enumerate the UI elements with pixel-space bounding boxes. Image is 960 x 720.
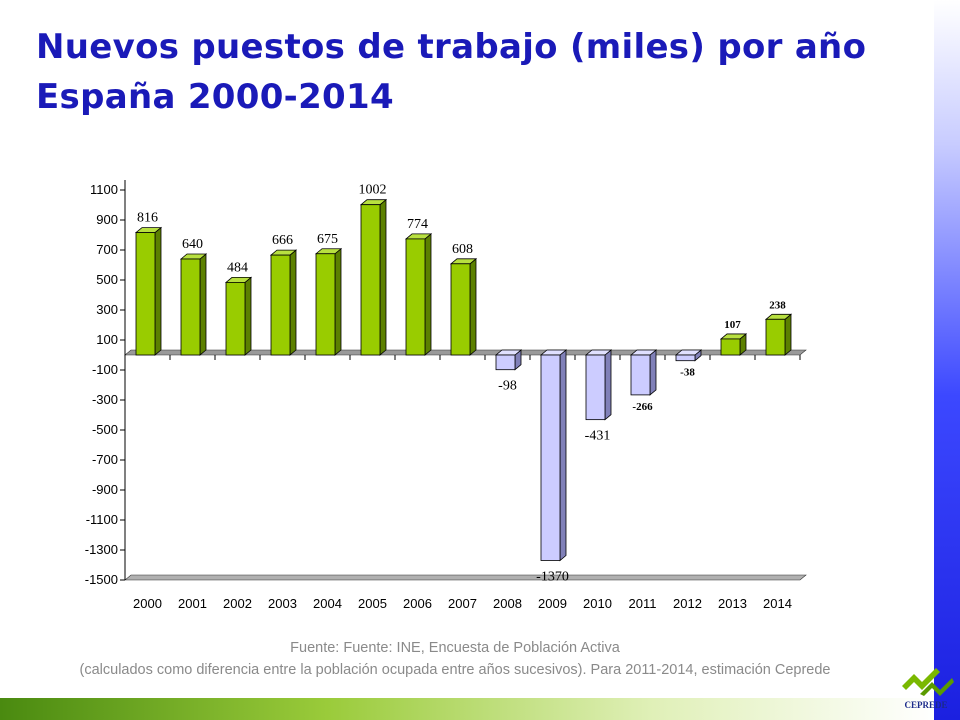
y-tick-label: 700: [96, 242, 118, 257]
data-label: 675: [317, 232, 338, 247]
data-label: 774: [407, 217, 428, 232]
bar-side: [424, 233, 432, 356]
y-tick-label: -1300: [85, 542, 118, 557]
y-tick-label: -1100: [86, 512, 118, 527]
source-note-line-1: Fuente: Fuente: INE, Encuesta de Poblaci…: [290, 640, 620, 656]
bar-side: [649, 349, 657, 396]
title-line-2: España 2000-2014: [36, 77, 394, 117]
title-line-1: Nuevos puestos de trabajo (miles) por añ…: [36, 27, 867, 67]
chart-title: Nuevos puestos de trabajo (miles) por añ…: [36, 22, 916, 122]
data-label: -1370: [536, 570, 569, 585]
bar-side: [199, 253, 207, 356]
data-label: 608: [452, 242, 473, 257]
x-tick-label: 2013: [718, 596, 747, 611]
y-tick-label: -300: [92, 392, 118, 407]
data-label: 1002: [359, 183, 387, 198]
bar-side: [154, 226, 162, 356]
decorative-side-bar: [934, 0, 960, 720]
bar-2014: [765, 318, 786, 356]
data-label: 484: [227, 260, 248, 275]
x-tick-label: 2000: [133, 596, 162, 611]
bottom-floor: [124, 574, 807, 581]
x-tick-label: 2011: [629, 596, 657, 611]
bar-2010: [585, 354, 606, 421]
data-label: -98: [498, 379, 517, 394]
decorative-bottom-bar: [0, 698, 934, 720]
data-label: 107: [724, 319, 741, 331]
x-tick-label: 2012: [673, 596, 702, 611]
y-tick-label: 500: [96, 272, 118, 287]
y-tick-label: -1500: [85, 572, 118, 587]
y-tick-label: -900: [92, 482, 118, 497]
x-tick-label: 2004: [313, 596, 342, 611]
bar-side: [784, 313, 792, 356]
x-tick-label: 2014: [763, 596, 792, 611]
bar-side: [334, 247, 342, 356]
x-tick-label: 2006: [403, 596, 432, 611]
bar-2007: [450, 263, 471, 356]
source-note-line-2: (calculados como diferencia entre la pob…: [79, 662, 831, 678]
y-tick-label: 300: [96, 302, 118, 317]
y-tick-label: 1100: [90, 182, 118, 197]
y-tick-label: 100: [96, 332, 118, 347]
bar-2008: [495, 354, 516, 371]
bar-2009: [540, 354, 561, 561]
x-tick-label: 2001: [178, 596, 207, 611]
bar-side: [289, 249, 297, 356]
data-label: 666: [272, 233, 293, 248]
ceprede-logo: CEPREDE: [896, 664, 956, 718]
x-tick-label: 2010: [583, 596, 612, 611]
bar-2006: [405, 238, 426, 356]
bar-side: [559, 349, 567, 562]
data-label: -266: [632, 401, 653, 413]
bar-2013: [720, 338, 741, 356]
bar-2002: [225, 281, 246, 356]
bar-2005: [360, 204, 381, 356]
bar-side: [379, 198, 387, 356]
x-tick-label: 2005: [358, 596, 387, 611]
x-tick-label: 2008: [493, 596, 522, 611]
x-tick-label: 2002: [223, 596, 252, 611]
ceprede-logo-icon: [902, 668, 954, 696]
y-tick-label: 900: [96, 212, 118, 227]
y-tick-label: -700: [92, 452, 118, 467]
bar-2000: [135, 232, 156, 356]
bar-2012: [675, 354, 696, 362]
logo-text: CEPREDE: [904, 700, 948, 710]
data-label: 640: [182, 237, 203, 252]
data-label: -431: [585, 429, 611, 444]
bar-2001: [180, 258, 201, 356]
bar-2004: [315, 253, 336, 356]
y-tick-label: -100: [92, 362, 118, 377]
data-label: 816: [137, 211, 158, 226]
data-label: -38: [680, 367, 695, 379]
x-tick-label: 2003: [268, 596, 297, 611]
bar-side: [469, 257, 477, 356]
bar-side: [244, 276, 252, 356]
y-tick-label: -500: [92, 422, 118, 437]
x-tick-label: 2009: [538, 596, 567, 611]
data-label: 238: [769, 299, 786, 311]
x-tick-label: 2007: [448, 596, 477, 611]
bar-2003: [270, 254, 291, 356]
bar-2011: [630, 354, 651, 396]
bar-side: [604, 349, 612, 421]
